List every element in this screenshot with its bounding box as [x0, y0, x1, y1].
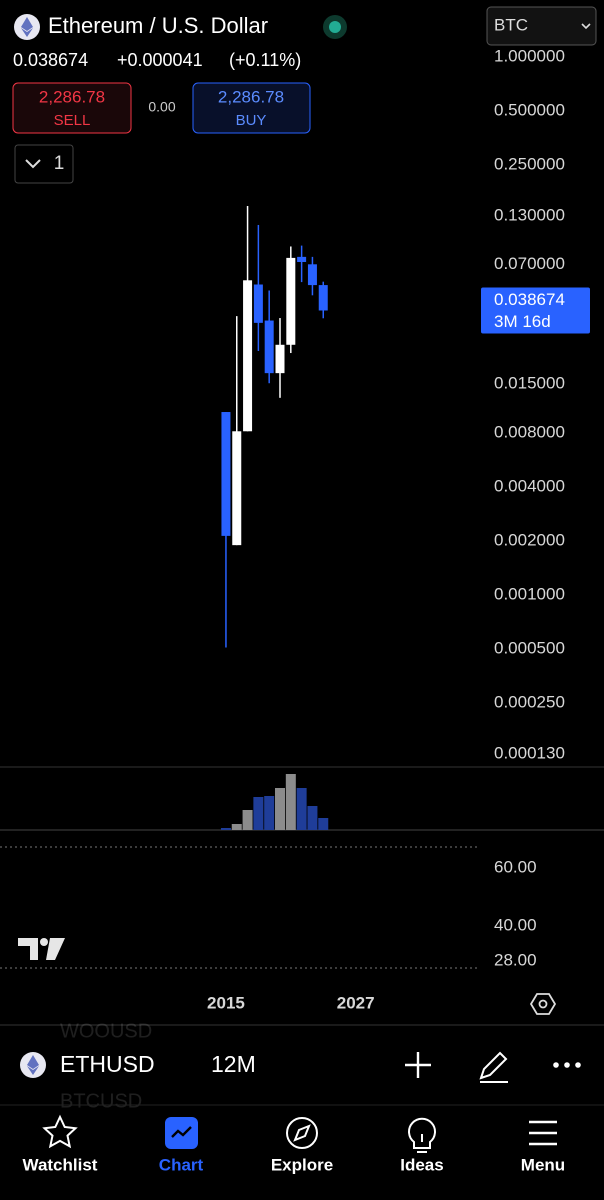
toolbar-symbol[interactable]: ETHUSD	[60, 1051, 155, 1077]
y-tick-label: 0.130000	[494, 206, 565, 225]
rsi-tick-label: 40.00	[494, 916, 537, 935]
sell-price[interactable]: 2,286.78	[39, 87, 105, 106]
volume-bar	[296, 788, 307, 830]
candle-body	[307, 264, 317, 286]
explore-icon[interactable]	[286, 1117, 318, 1149]
add-icon[interactable]	[405, 1052, 431, 1078]
ghost-symbol: WOOUSD	[60, 1020, 152, 1042]
volume-bar	[275, 788, 285, 830]
eth-logo-mark	[21, 17, 33, 37]
nav-label[interactable]: Explore	[271, 1155, 333, 1174]
volume-bar	[318, 818, 329, 830]
x-tick-label: 2027	[337, 993, 375, 1012]
price-change-pct: (+0.11%)	[229, 50, 301, 70]
candle-body	[221, 412, 231, 536]
y-tick-label: 1.000000	[494, 47, 565, 66]
candle-body	[243, 280, 253, 432]
y-tick-label: 0.001000	[494, 585, 565, 604]
volume-bar	[285, 774, 296, 830]
y-tick-label: 0.070000	[494, 254, 565, 273]
chart-settings-dot	[538, 999, 548, 1009]
currency-select[interactable]	[486, 6, 597, 46]
candle-body	[297, 256, 307, 262]
layout-toggle[interactable]	[14, 144, 74, 184]
watchlist-icon[interactable]	[42, 1114, 78, 1149]
candle-body	[318, 285, 328, 311]
explore-needle	[293, 1124, 311, 1142]
volume-bar	[307, 806, 318, 830]
price-change: +0.000041	[117, 50, 203, 70]
toolbar: WOOUSD BTCUSD ETHUSD 12M	[20, 1020, 581, 1112]
candle-body	[253, 284, 263, 323]
y-tick-label: 0.250000	[494, 155, 565, 174]
menu-icon[interactable]	[529, 1120, 557, 1146]
candle-body	[232, 431, 242, 546]
y-tick-label: 0.008000	[494, 423, 565, 442]
rsi-tick-label: 28.00	[494, 950, 537, 969]
toolbar-interval[interactable]: 12M	[211, 1051, 256, 1077]
last-price-box	[481, 287, 590, 334]
nav-label[interactable]: Watchlist	[23, 1155, 98, 1174]
candle-body	[264, 320, 274, 374]
chart-icon	[171, 1126, 192, 1138]
spread: 0.00	[148, 99, 175, 115]
volume-bar	[253, 797, 264, 830]
last-price-label: 0.038674	[494, 290, 565, 309]
nav-icons	[42, 1114, 557, 1153]
layout-toggle-label[interactable]: 1	[54, 153, 65, 174]
rsi-tick-label: 60.00	[494, 858, 537, 877]
volume-bar	[242, 810, 253, 830]
volume-bar	[231, 824, 242, 830]
chart-settings[interactable]	[529, 993, 557, 1015]
chevron	[581, 23, 591, 30]
y-tick-label: 0.000130	[494, 743, 565, 762]
symbol-title: Ethereum / U.S. Dollar	[48, 13, 268, 38]
y-tick-label: 0.004000	[494, 477, 565, 496]
volume-bar	[264, 796, 275, 830]
y-tick-label: 0.500000	[494, 101, 565, 120]
ghost-symbol: BTCUSD	[60, 1090, 142, 1112]
tv-logo	[18, 938, 65, 960]
nav-label[interactable]: Chart	[159, 1155, 204, 1174]
nav-label[interactable]: Menu	[521, 1155, 565, 1174]
buy-price[interactable]: 2,286.78	[218, 87, 284, 106]
nav-label[interactable]: Ideas	[400, 1155, 443, 1174]
y-tick-label: 0.002000	[494, 531, 565, 550]
market-status-dot	[329, 21, 341, 33]
sell-label[interactable]: SELL	[54, 112, 91, 129]
draw-icon[interactable]	[479, 1051, 508, 1083]
y-tick-label: 0.000500	[494, 639, 565, 658]
buy-button[interactable]	[192, 82, 311, 134]
buy-label[interactable]: BUY	[236, 112, 267, 129]
volume-bar	[220, 828, 231, 830]
more-icon[interactable]	[553, 1062, 581, 1068]
candle-body	[286, 257, 296, 345]
sell-button[interactable]	[12, 82, 132, 134]
ideas-icon[interactable]	[408, 1117, 436, 1153]
countdown: 3M 16d	[494, 312, 551, 331]
price: 0.038674	[13, 50, 88, 70]
candle-body	[275, 344, 285, 374]
y-tick-label: 0.000250	[494, 693, 565, 712]
eth-logo-mark	[27, 1055, 39, 1075]
header: Ethereum / U.S. Dollar BTC 0.038674 +0.0…	[12, 6, 597, 184]
currency-select-label[interactable]: BTC	[494, 15, 528, 34]
x-tick-label: 2015	[207, 993, 245, 1012]
y-tick-label: 0.015000	[494, 374, 565, 393]
chevron	[25, 159, 41, 169]
